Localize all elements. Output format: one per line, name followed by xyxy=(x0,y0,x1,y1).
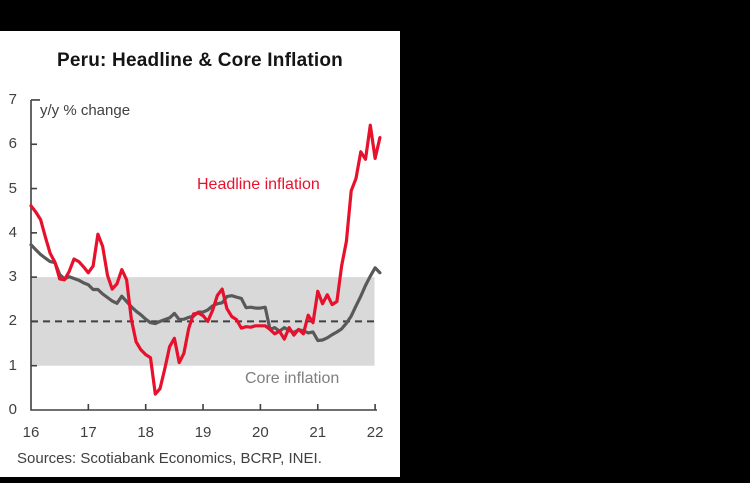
y-axis-tick-label: 4 xyxy=(8,223,17,241)
core-inflation-line xyxy=(29,243,382,343)
headline-series-label: Headline inflation xyxy=(197,176,320,193)
x-axis-tick-label: 21 xyxy=(309,424,327,441)
core-series-label: Core inflation xyxy=(245,370,340,387)
x-axis-tick-label: 19 xyxy=(194,424,212,441)
x-axis-tick-label: 22 xyxy=(366,424,384,441)
x-axis-tick-label: 16 xyxy=(22,424,40,441)
y-axis-tick-label: 1 xyxy=(8,356,17,374)
y-axis-unit-label: y/y % change xyxy=(40,102,131,119)
x-axis-tick-label: 17 xyxy=(80,424,97,441)
y-axis-tick-label: 3 xyxy=(8,268,17,286)
headline-inflation-line xyxy=(29,123,382,396)
y-axis-tick-label: 2 xyxy=(8,312,17,330)
x-axis-tick-label: 18 xyxy=(137,424,155,441)
x-axis-tick-label: 20 xyxy=(252,424,269,441)
axes xyxy=(30,99,377,411)
y-axis-tick-label: 0 xyxy=(8,401,17,418)
source-note: Sources: Scotiabank Economics, BCRP, INE… xyxy=(17,450,322,467)
y-axis-tick-label: 6 xyxy=(8,135,17,153)
y-axis-tick-label: 5 xyxy=(8,179,17,197)
y-axis-tick-label: 7 xyxy=(8,90,17,108)
inflation-line-chart xyxy=(29,99,382,411)
chart-card: Peru: Headline & Core Inflation y/y % ch… xyxy=(0,31,400,477)
chart-title: Peru: Headline & Core Inflation xyxy=(57,50,343,71)
